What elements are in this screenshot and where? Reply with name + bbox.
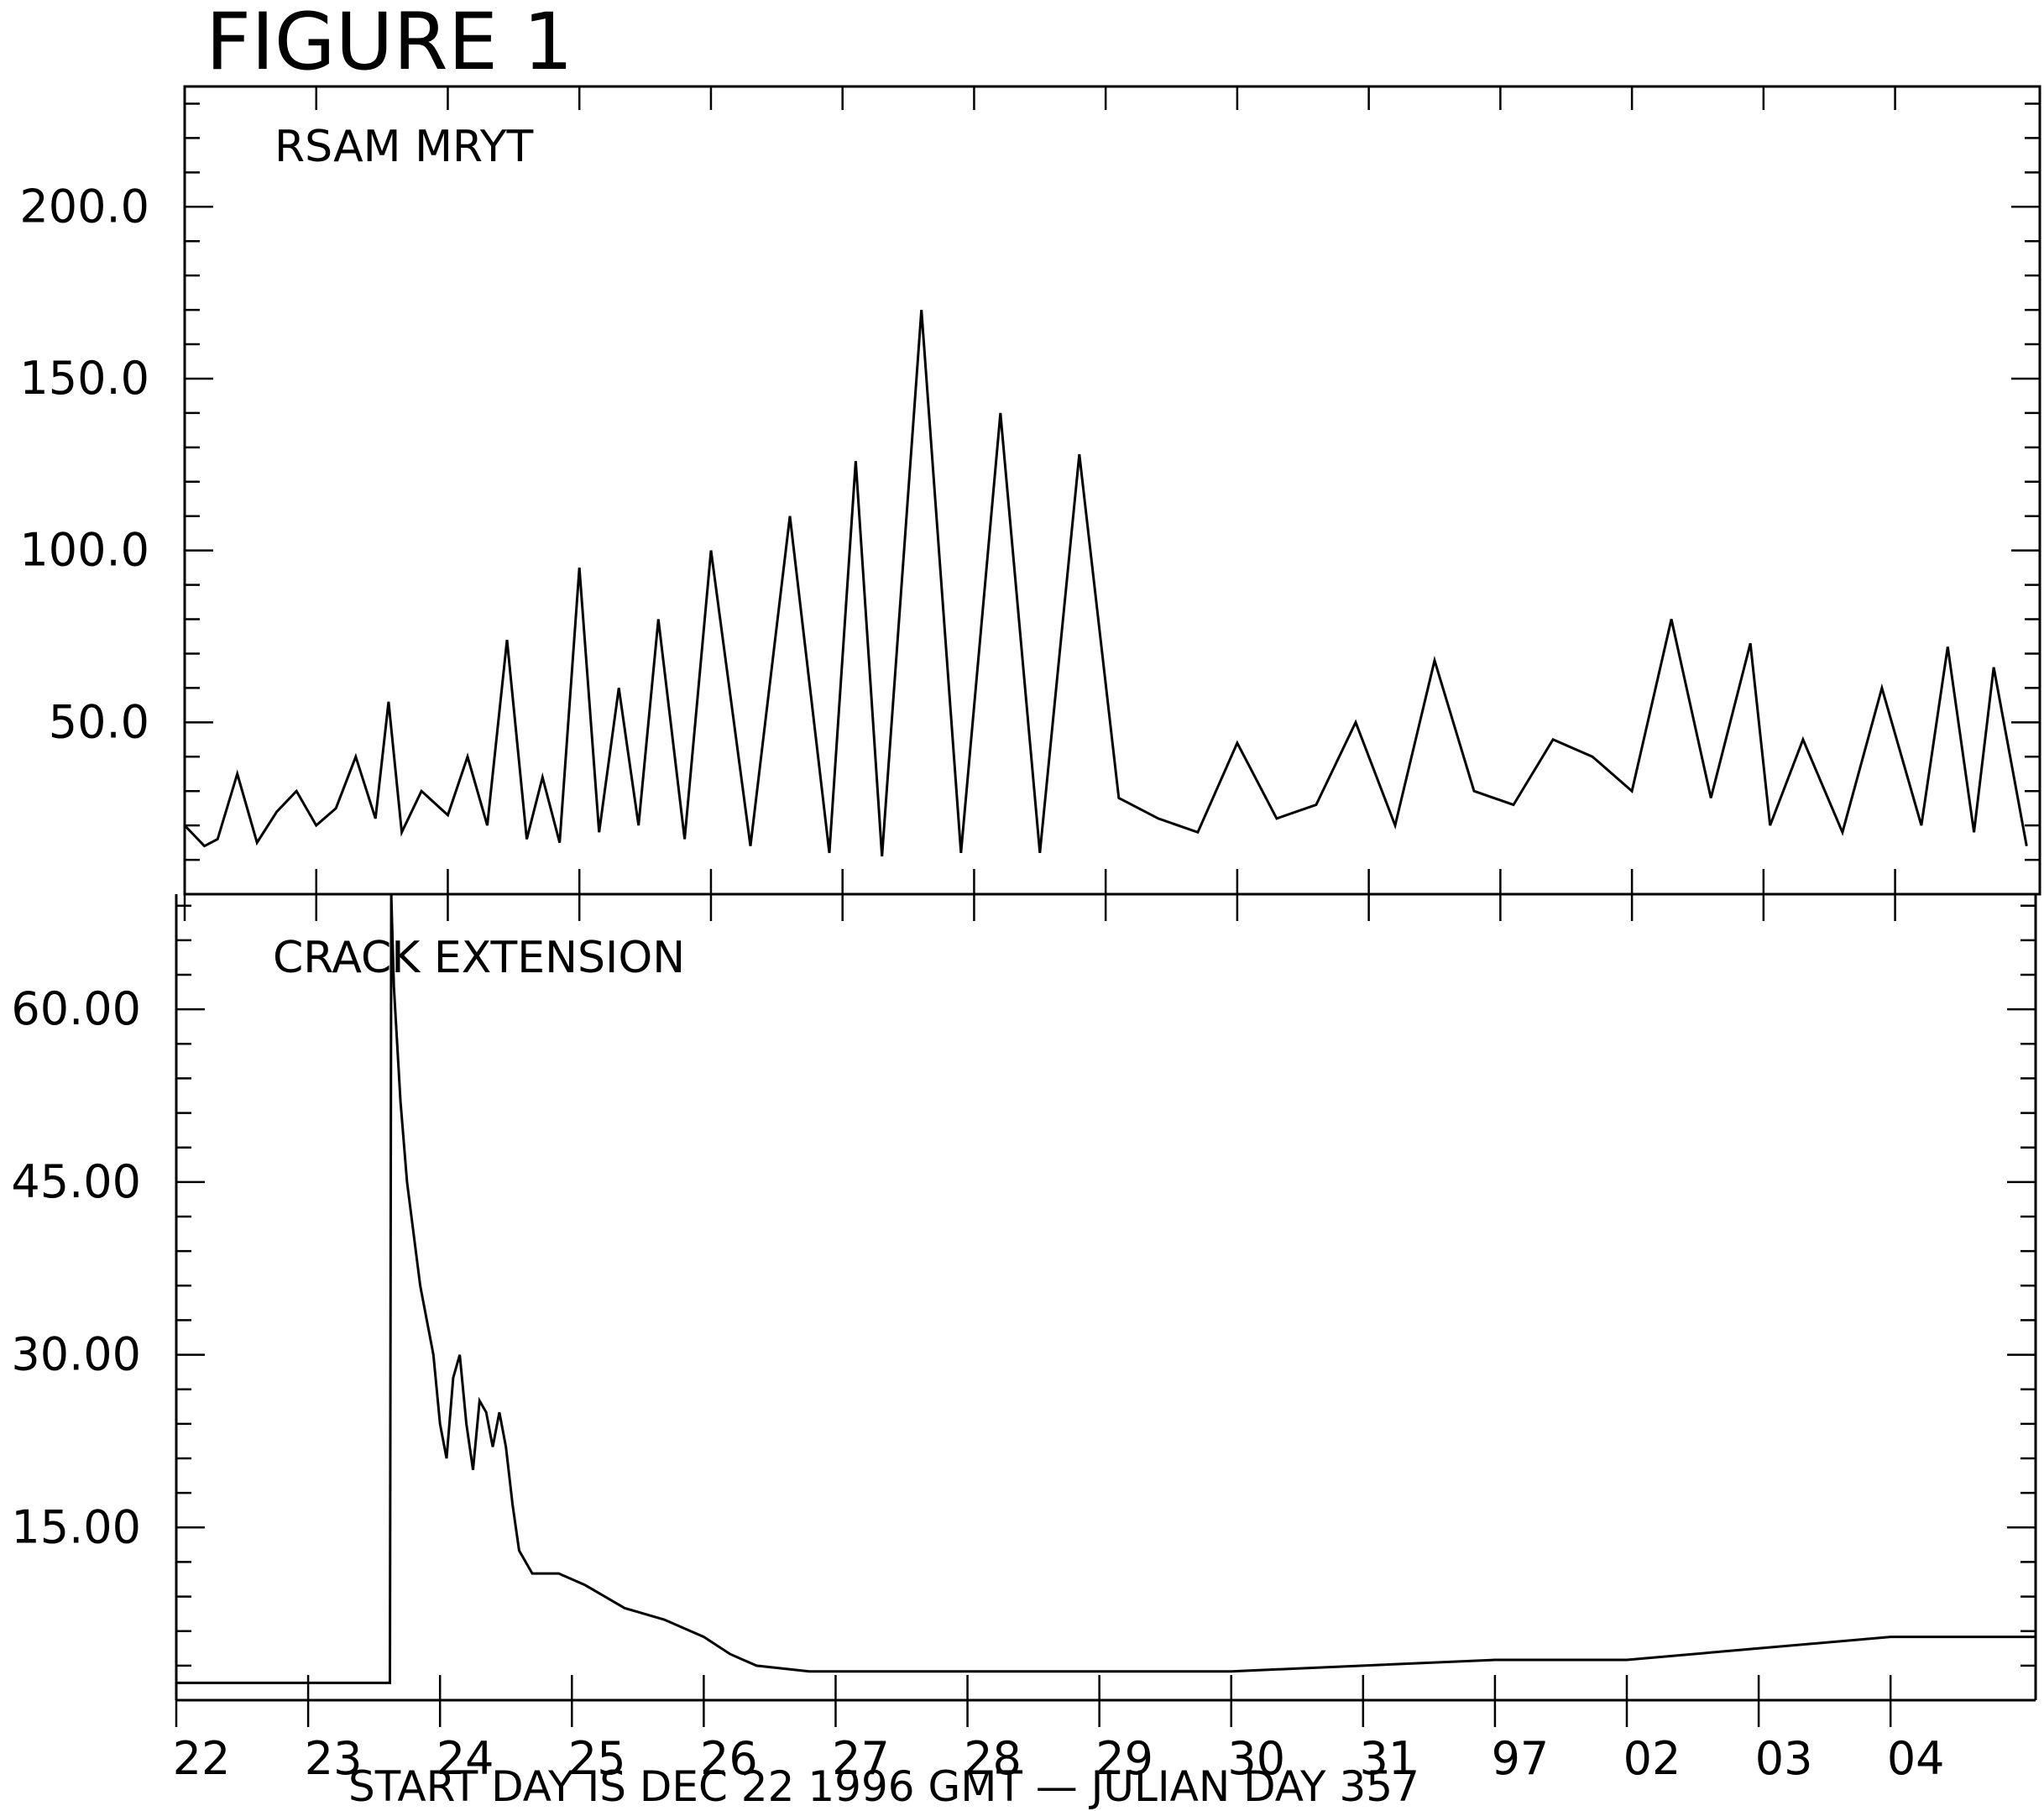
x-tick-label: 03 [1755, 1732, 1813, 1785]
x-tick-label: 23 [305, 1732, 363, 1785]
rsam-plot-frame [183, 85, 2041, 896]
x-tick-label: 29 [1095, 1732, 1153, 1785]
crack-x-ticks: 22 23 24 25 26 27 28 29 30 31 97 02 03 04 [173, 1675, 1945, 1785]
rsam-panel-title: RSAM MRYT [274, 122, 534, 172]
figure-title: FIGURE 1 [206, 0, 573, 88]
crack-series [176, 893, 2036, 1684]
y-tick-label: 100.0 [19, 524, 149, 577]
x-tick-label: 28 [964, 1732, 1022, 1785]
series-line [176, 893, 2036, 1684]
rsam-x-ticks [183, 86, 1896, 921]
x-tick-label: 30 [1227, 1732, 1285, 1785]
y-tick-label: 30.00 [11, 1328, 141, 1381]
rsam-series [183, 309, 2028, 857]
y-tick-label: 45.00 [11, 1155, 141, 1208]
x-tick-label: 04 [1887, 1732, 1945, 1785]
x-tick-label: 02 [1623, 1732, 1681, 1785]
y-tick-label: 60.00 [11, 982, 141, 1035]
start-day-footer: START DAY IS DEC 22 1996 GMT — JULIAN DA… [348, 1762, 1419, 1811]
crack-y-ticks: 15.00 30.00 45.00 60.00 [11, 904, 2036, 1667]
x-tick-label: 27 [832, 1732, 890, 1785]
y-tick-label: 200.0 [19, 180, 149, 233]
rsam-panel: RSAM MRYT 50.0 100.0 150.0 200.0 [19, 85, 2041, 921]
series-line [183, 309, 2028, 857]
x-tick-label: 31 [1359, 1732, 1417, 1785]
x-tick-label: 97 [1492, 1732, 1550, 1785]
y-tick-label: 150.0 [19, 352, 149, 405]
x-tick-label: 24 [437, 1732, 494, 1785]
rsam-y-ticks: 50.0 100.0 150.0 200.0 [19, 102, 2040, 861]
y-tick-label: 15.00 [11, 1500, 141, 1553]
x-tick-label: 22 [173, 1732, 231, 1785]
crack-panel-title: CRACK EXTENSION [273, 933, 685, 983]
x-tick-label: 25 [568, 1732, 626, 1785]
x-tick-label: 26 [700, 1732, 758, 1785]
y-tick-label: 50.0 [49, 695, 149, 748]
